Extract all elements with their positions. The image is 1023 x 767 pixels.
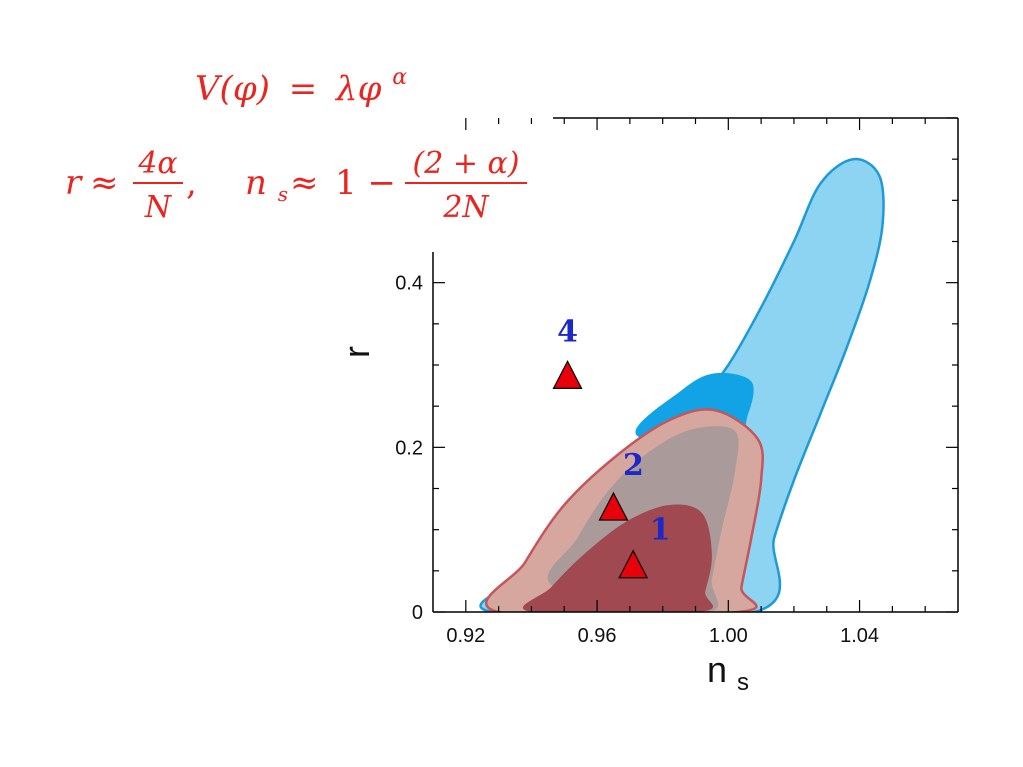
- y-tick-label: 0: [412, 602, 423, 624]
- svg-text:V(φ) = λφ α: V(φ) = λφ α: [195, 65, 407, 109]
- point-label-2: 2: [623, 448, 644, 483]
- x-axis-label-base: n: [707, 649, 727, 690]
- r-approx-rel: ≈: [90, 163, 119, 203]
- ns-approx-numerator: (2 + α): [413, 146, 520, 181]
- point-marker-2: [598, 491, 629, 521]
- y-tick-label: 0.4: [395, 273, 423, 295]
- ns-approx-rel: ≈: [290, 163, 319, 203]
- svg-text:n s: n s: [245, 163, 288, 206]
- potential-rhs-exp: α: [392, 65, 407, 90]
- plot-area: 0.92 0.96 1.00 1.04 0 0.2 0.4 4 21: [395, 117, 959, 647]
- y-tick-label: 0.2: [395, 437, 423, 459]
- ns-approx-lhs-base: n: [245, 163, 267, 203]
- contour-red-inner: [522, 504, 713, 612]
- point-marker-1: [618, 549, 649, 579]
- ns-approx-pre: 1 −: [335, 163, 396, 203]
- y-axis-label: r: [336, 346, 377, 358]
- contours: [479, 157, 885, 612]
- formula-r-approx: r ≈ 4α N ,: [65, 146, 197, 225]
- formula-comma: ,: [186, 163, 197, 203]
- x-axis-label: n s: [707, 649, 749, 696]
- point-marker-4: [552, 360, 583, 389]
- ns-approx-denominator: 2N: [442, 190, 490, 225]
- x-axis-label-sub: s: [737, 669, 749, 696]
- formula-potential: V(φ) = λφ α: [195, 65, 407, 109]
- potential-rhs-base: λφ: [334, 69, 382, 109]
- point-label-4: 4: [557, 314, 578, 349]
- x-tick-label: 0.96: [578, 625, 617, 647]
- point-label-1: 1: [650, 513, 671, 548]
- potential-lhs: V(φ): [195, 69, 270, 109]
- x-tick-label: 0.92: [446, 625, 485, 647]
- formula-ns-approx: n s ≈ 1 − (2 + α) 2N: [245, 146, 527, 225]
- potential-rel: =: [289, 69, 318, 109]
- ns-approx-lhs-sub: s: [278, 182, 288, 206]
- r-approx-denominator: N: [144, 190, 173, 225]
- x-tick-label: 1.04: [840, 625, 879, 647]
- r-approx-lhs: r: [65, 163, 83, 203]
- tick-labels: 0.92 0.96 1.00 1.04 0 0.2 0.4: [395, 273, 879, 647]
- r-approx-numerator: 4α: [137, 146, 177, 181]
- ticks: [433, 117, 958, 613]
- data-points: 4 21: [552, 314, 671, 579]
- x-tick-label: 1.00: [709, 625, 748, 647]
